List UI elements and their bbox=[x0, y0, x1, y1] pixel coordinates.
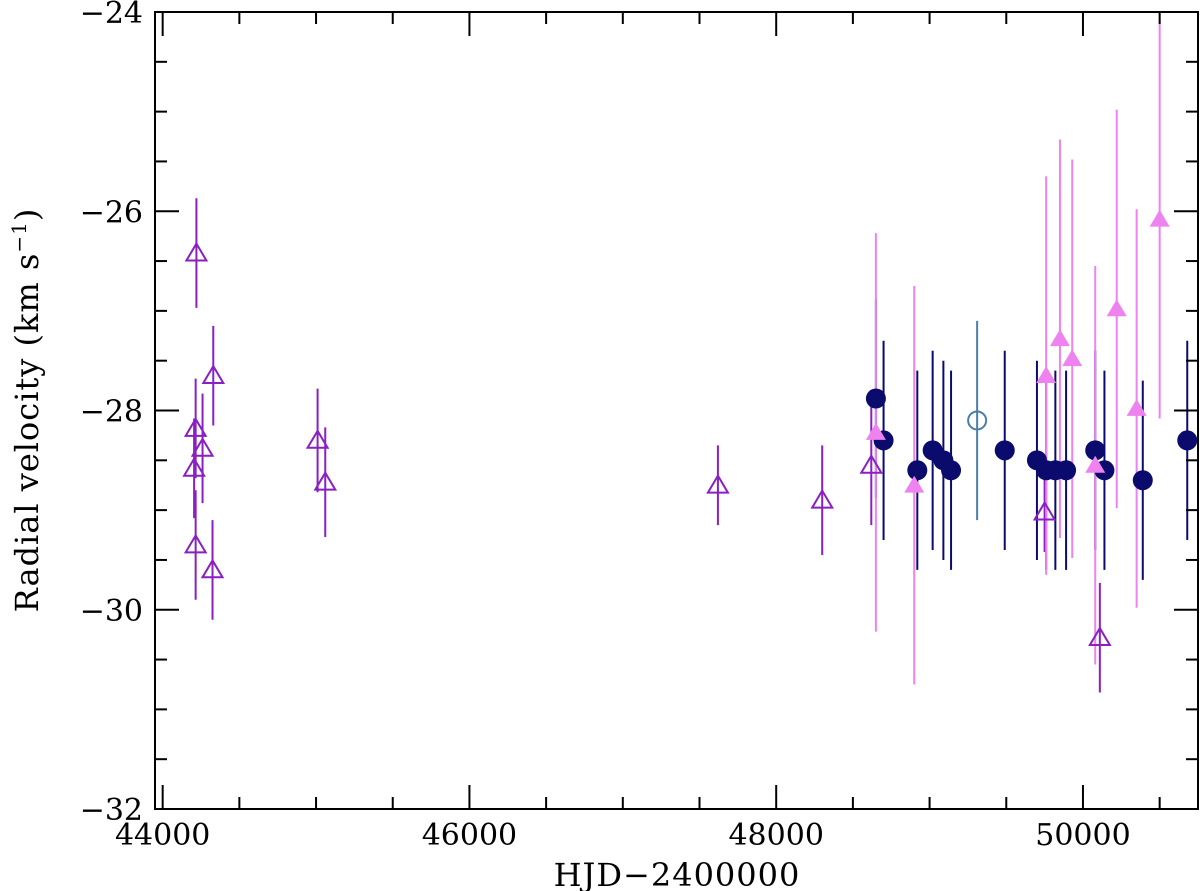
data-point bbox=[1126, 399, 1147, 416]
y-axis-title-close: ) bbox=[8, 208, 46, 221]
data-point bbox=[994, 440, 1015, 461]
data-point bbox=[313, 470, 338, 491]
y-tick-label: −28 bbox=[80, 395, 143, 430]
data-point bbox=[190, 436, 215, 457]
data-point bbox=[305, 428, 330, 449]
y-tick-labels: −24 −26 −28 −30 −32 bbox=[80, 0, 143, 828]
y-tick-label: −30 bbox=[80, 594, 143, 629]
data-point bbox=[183, 533, 208, 554]
data-point bbox=[1085, 440, 1106, 461]
data-point bbox=[1149, 209, 1170, 227]
axis-ticks bbox=[155, 12, 1198, 810]
data-point bbox=[1056, 460, 1077, 481]
data-point bbox=[182, 456, 206, 477]
data-point bbox=[859, 453, 884, 474]
x-tick-label: 48000 bbox=[728, 818, 823, 853]
data-point bbox=[200, 558, 225, 579]
data-point bbox=[1036, 366, 1057, 384]
x-tick-label: 44000 bbox=[115, 818, 210, 853]
data-point bbox=[865, 388, 886, 409]
data-point bbox=[1032, 500, 1057, 521]
data-point bbox=[907, 460, 928, 481]
x-axis-title: HJD−2400000 bbox=[554, 856, 801, 891]
data-point bbox=[1106, 299, 1127, 317]
y-tick-label: −24 bbox=[80, 0, 143, 31]
data-point bbox=[941, 460, 962, 481]
data-point bbox=[184, 241, 209, 262]
data-point bbox=[1088, 626, 1112, 647]
error-bars bbox=[193, 19, 1189, 693]
data-markers bbox=[182, 209, 1198, 647]
data-point bbox=[1132, 470, 1153, 491]
plot-frame bbox=[154, 11, 1199, 810]
data-point bbox=[706, 473, 730, 494]
data-point bbox=[967, 410, 988, 431]
data-point bbox=[810, 488, 834, 509]
y-axis-title-main: Radial velocity (km s bbox=[8, 253, 46, 613]
data-point bbox=[183, 416, 208, 437]
data-point bbox=[201, 364, 226, 385]
y-tick-label: −26 bbox=[80, 195, 143, 230]
data-point bbox=[1177, 430, 1198, 451]
x-tick-label: 46000 bbox=[422, 818, 517, 853]
x-tick-labels: 44000 46000 48000 50000 bbox=[115, 818, 1131, 853]
y-axis-title-superscript: −1 bbox=[7, 221, 31, 252]
data-point bbox=[1049, 329, 1070, 347]
y-axis-title: Radial velocity (km s−1) bbox=[7, 208, 46, 613]
data-point bbox=[1062, 349, 1083, 367]
x-tick-label: 50000 bbox=[1035, 818, 1130, 853]
y-tick-label: −32 bbox=[80, 793, 143, 828]
data-point bbox=[1085, 455, 1106, 473]
data-point bbox=[865, 422, 886, 440]
data-point bbox=[904, 475, 925, 493]
